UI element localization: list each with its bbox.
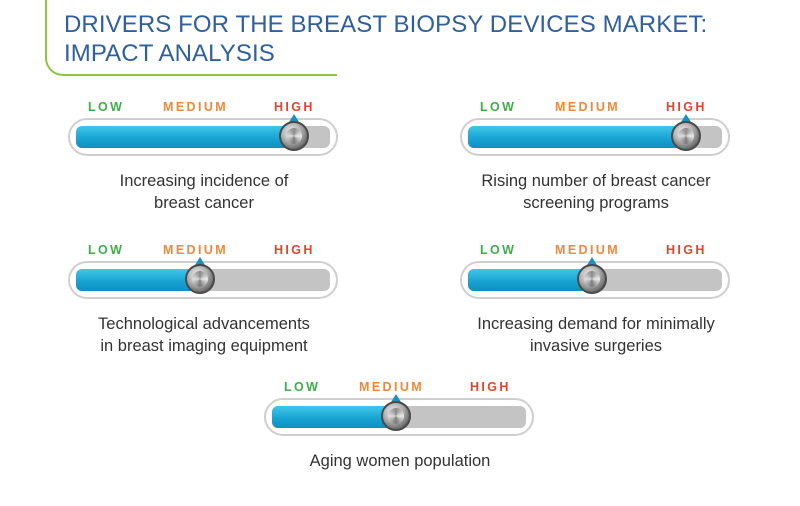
scale-low-label: LOW xyxy=(88,243,125,257)
scale-high-label: HIGH xyxy=(666,243,707,257)
accent-line-corner xyxy=(45,50,69,76)
scale-medium-label: MEDIUM xyxy=(555,100,621,114)
gauge-minimally-invasive: LOW MEDIUM HIGH Increasing demand for mi… xyxy=(460,243,732,363)
accent-line-horizontal xyxy=(66,74,337,76)
gauge-track xyxy=(76,126,330,148)
gauge-scale: LOW MEDIUM HIGH xyxy=(68,100,340,116)
gauge-knob-icon xyxy=(671,121,702,151)
caption-line: in breast imaging equipment xyxy=(100,337,308,355)
gauge-increasing-incidence: LOW MEDIUM HIGH Increasing incidence of b… xyxy=(68,100,340,220)
gauge-fill xyxy=(468,126,687,148)
scale-medium-label: MEDIUM xyxy=(163,100,229,114)
scale-medium-label: MEDIUM xyxy=(163,243,229,257)
gauge-knob-icon xyxy=(185,264,216,294)
caption-line: Increasing incidence of xyxy=(119,172,289,190)
scale-low-label: LOW xyxy=(480,243,517,257)
gauge-knob-icon xyxy=(381,401,412,431)
caption-line: breast cancer xyxy=(154,194,254,212)
gauge-scale: LOW MEDIUM HIGH xyxy=(460,100,732,116)
gauge-knob-icon xyxy=(577,264,608,294)
gauge-screening-programs: LOW MEDIUM HIGH Rising number of breast … xyxy=(460,100,732,220)
scale-high-label: HIGH xyxy=(470,380,511,394)
caption-line: Rising number of breast cancer xyxy=(481,172,711,190)
gauge-pointer-icon xyxy=(681,114,692,122)
caption-line: Increasing demand for minimally xyxy=(477,315,715,333)
gauge-pointer-icon xyxy=(391,394,402,402)
gauge-pointer-icon xyxy=(587,257,598,265)
gauge-caption: Increasing demand for minimally invasive … xyxy=(420,313,772,357)
scale-high-label: HIGH xyxy=(274,100,315,114)
scale-low-label: LOW xyxy=(284,380,321,394)
scale-medium-label: MEDIUM xyxy=(359,380,425,394)
gauge-scale: LOW MEDIUM HIGH xyxy=(68,243,340,259)
caption-line: invasive surgeries xyxy=(529,337,663,355)
gauge-fill xyxy=(76,126,295,148)
gauge-fill xyxy=(468,269,593,291)
title-line-1: DRIVERS FOR THE BREAST BIOPSY DEVICES MA… xyxy=(64,11,708,38)
gauge-aging-population: LOW MEDIUM HIGH Aging women population xyxy=(264,380,536,500)
gauge-track xyxy=(468,269,722,291)
gauge-pointer-icon xyxy=(289,114,300,122)
scale-low-label: LOW xyxy=(88,100,125,114)
scale-high-label: HIGH xyxy=(274,243,315,257)
accent-line-vertical xyxy=(45,0,47,60)
scale-medium-label: MEDIUM xyxy=(555,243,621,257)
gauge-caption: Technological advancements in breast imag… xyxy=(28,313,380,357)
scale-high-label: HIGH xyxy=(666,100,707,114)
caption-line: Technological advancements xyxy=(98,315,310,333)
title-line-2: IMPACT ANALYSIS xyxy=(64,40,275,67)
caption-line: Aging women population xyxy=(309,452,491,470)
gauge-imaging-advancements: LOW MEDIUM HIGH Technological advancemen… xyxy=(68,243,340,363)
gauge-caption: Aging women population xyxy=(224,450,576,472)
gauge-fill xyxy=(76,269,201,291)
gauge-pointer-icon xyxy=(195,257,206,265)
gauge-caption: Increasing incidence of breast cancer xyxy=(28,170,380,214)
gauge-fill xyxy=(272,406,397,428)
gauge-track xyxy=(468,126,722,148)
page-title: DRIVERS FOR THE BREAST BIOPSY DEVICES MA… xyxy=(64,10,707,68)
scale-low-label: LOW xyxy=(480,100,517,114)
gauge-scale: LOW MEDIUM HIGH xyxy=(460,243,732,259)
gauge-caption: Rising number of breast cancer screening … xyxy=(420,170,772,214)
gauge-knob-icon xyxy=(279,121,310,151)
caption-line: screening programs xyxy=(523,194,669,212)
gauge-scale: LOW MEDIUM HIGH xyxy=(264,380,536,396)
